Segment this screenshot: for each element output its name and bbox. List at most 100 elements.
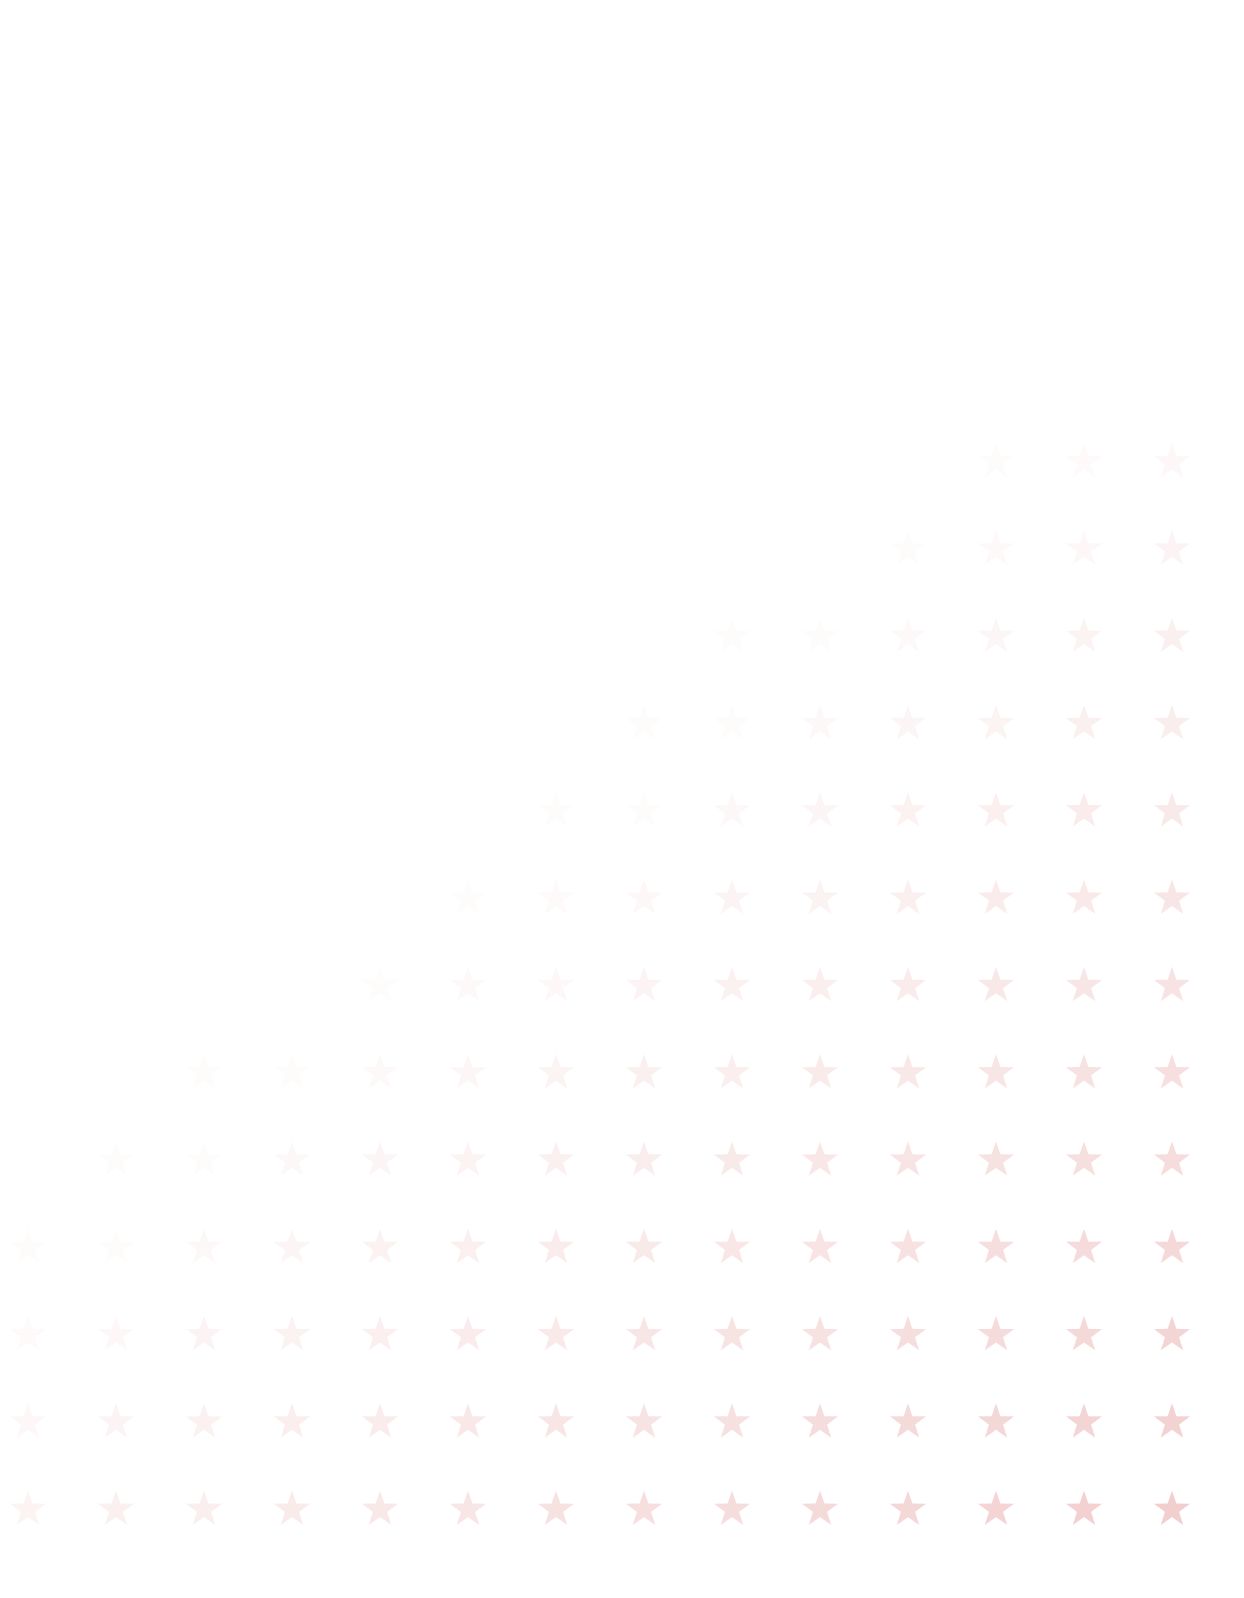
star <box>1065 530 1103 565</box>
star <box>361 1316 399 1351</box>
star <box>977 1054 1015 1089</box>
star <box>1065 1316 1103 1351</box>
star <box>186 1141 222 1175</box>
star <box>185 1316 223 1351</box>
star <box>449 1054 487 1089</box>
star <box>1153 530 1191 565</box>
star <box>1065 1228 1103 1264</box>
star <box>890 530 926 564</box>
star <box>889 1403 927 1438</box>
star <box>978 443 1014 477</box>
star <box>9 1403 47 1438</box>
star <box>713 792 751 827</box>
star <box>625 1054 663 1089</box>
star <box>537 1141 575 1176</box>
star <box>1065 443 1103 478</box>
star <box>977 617 1015 652</box>
star <box>626 705 662 739</box>
star <box>889 1490 927 1525</box>
star <box>537 1316 575 1351</box>
star <box>977 1141 1015 1176</box>
star <box>1153 1141 1191 1176</box>
star <box>537 1403 575 1438</box>
star <box>450 880 486 914</box>
star <box>889 1054 927 1089</box>
star <box>362 967 398 1001</box>
star <box>977 1228 1015 1264</box>
star <box>10 1229 46 1263</box>
star <box>537 1228 575 1264</box>
star <box>977 1316 1015 1351</box>
star <box>713 1228 751 1264</box>
star <box>1153 704 1191 740</box>
star <box>1153 1490 1191 1525</box>
star <box>361 1228 399 1264</box>
star <box>625 792 663 827</box>
star <box>97 1316 135 1351</box>
star <box>889 792 927 827</box>
star <box>1065 1403 1103 1438</box>
star <box>1153 443 1191 478</box>
star <box>1065 792 1103 827</box>
star <box>273 1316 311 1351</box>
star <box>1153 1316 1191 1351</box>
star <box>889 879 927 914</box>
star <box>625 966 663 1002</box>
star <box>1153 792 1191 827</box>
star <box>185 1490 223 1525</box>
star <box>361 1054 399 1089</box>
star <box>1065 1054 1103 1089</box>
star <box>1153 879 1191 914</box>
star <box>1065 617 1103 652</box>
star <box>9 1316 47 1351</box>
star <box>538 792 574 826</box>
star <box>625 1316 663 1351</box>
star <box>977 1490 1015 1525</box>
star <box>449 1490 487 1525</box>
star <box>1153 1228 1191 1264</box>
star <box>977 530 1015 565</box>
star <box>1153 1054 1191 1089</box>
star <box>977 1403 1015 1438</box>
star <box>361 1490 399 1525</box>
star <box>802 618 838 652</box>
star <box>273 1228 311 1264</box>
star <box>1065 1141 1103 1176</box>
star <box>185 1228 223 1264</box>
star <box>625 1403 663 1438</box>
star <box>801 879 839 914</box>
star <box>801 792 839 827</box>
star <box>977 792 1015 827</box>
star <box>714 705 750 739</box>
star <box>713 1054 751 1089</box>
star <box>97 1228 135 1264</box>
star <box>801 966 839 1002</box>
star <box>185 1403 223 1438</box>
star <box>801 1141 839 1176</box>
star <box>889 966 927 1002</box>
star <box>801 1403 839 1438</box>
star <box>801 704 839 740</box>
star <box>537 966 575 1002</box>
star <box>889 1316 927 1351</box>
star <box>273 1141 311 1176</box>
star <box>449 1316 487 1351</box>
star <box>889 617 927 652</box>
star <box>713 1141 751 1176</box>
star <box>713 1490 751 1525</box>
star <box>361 1141 399 1176</box>
star <box>97 1490 135 1525</box>
star <box>713 1316 751 1351</box>
star <box>537 1054 575 1089</box>
star <box>1153 966 1191 1002</box>
star <box>537 1490 575 1525</box>
star <box>537 879 575 914</box>
star <box>361 1403 399 1438</box>
star <box>625 879 663 914</box>
star <box>801 1228 839 1264</box>
star <box>1065 704 1103 740</box>
star <box>713 879 751 914</box>
star <box>889 1228 927 1264</box>
